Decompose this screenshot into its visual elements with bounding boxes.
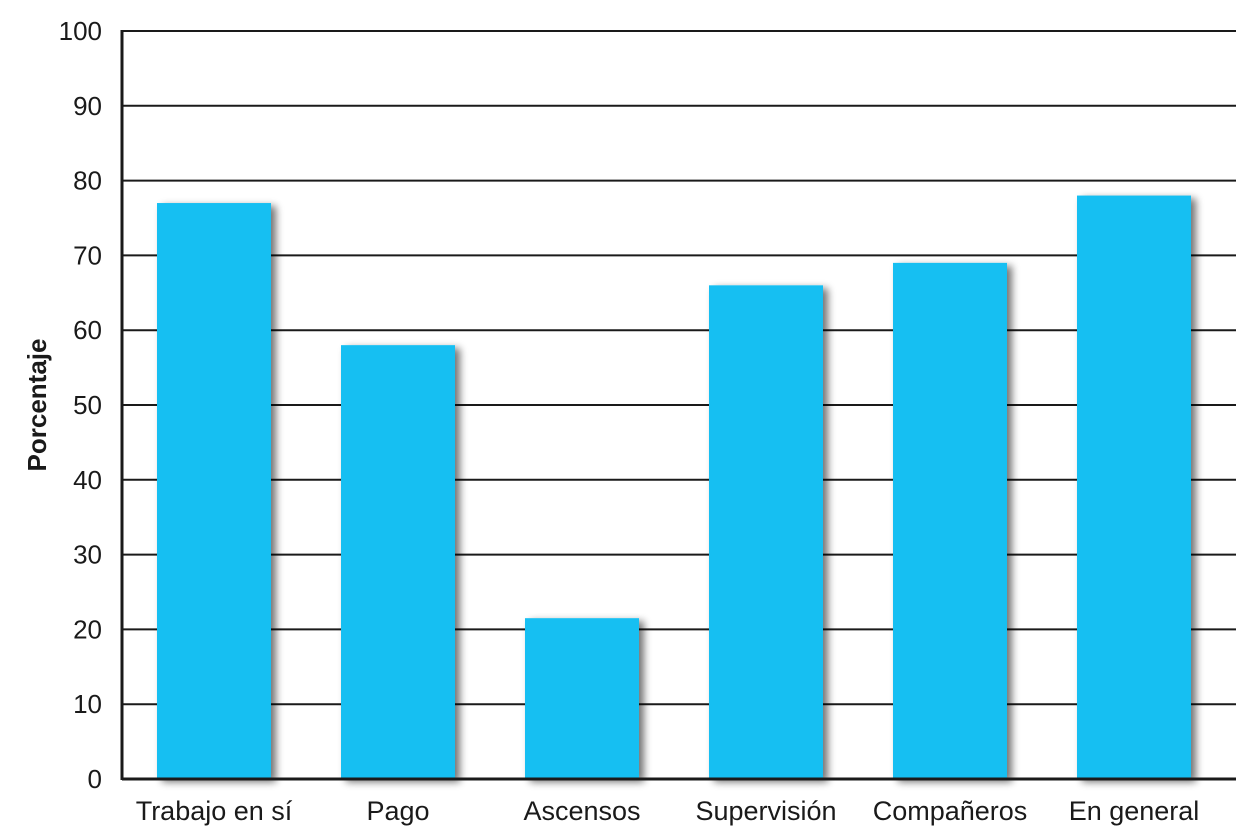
bar bbox=[341, 345, 455, 779]
y-tick-label: 70 bbox=[73, 240, 102, 270]
x-category-label: Supervisión bbox=[695, 796, 836, 826]
y-tick-label: 60 bbox=[73, 315, 102, 345]
y-tick-label: 40 bbox=[73, 465, 102, 495]
x-category-label: Trabajo en sí bbox=[136, 796, 293, 826]
x-category-label: Ascensos bbox=[523, 796, 640, 826]
bars bbox=[157, 195, 1191, 780]
gridlines bbox=[122, 30, 1236, 706]
y-tick-label: 0 bbox=[88, 764, 102, 794]
bar bbox=[893, 262, 1007, 779]
y-tick-label: 20 bbox=[73, 614, 102, 644]
bar bbox=[709, 285, 823, 779]
y-tick-label: 80 bbox=[73, 166, 102, 196]
bar bbox=[1077, 195, 1191, 779]
x-category-label: Pago bbox=[366, 796, 429, 826]
y-tick-label: 90 bbox=[73, 91, 102, 121]
y-tick-label: 100 bbox=[59, 16, 102, 46]
y-tick-label: 50 bbox=[73, 390, 102, 420]
y-tick-labels: 0 10 20 30 40 50 60 70 80 90 100 bbox=[59, 16, 102, 794]
x-category-label: En general bbox=[1069, 796, 1200, 826]
bar bbox=[157, 203, 271, 780]
y-tick-label: 30 bbox=[73, 540, 102, 570]
y-axis-title: Porcentaje bbox=[22, 339, 52, 472]
bar bbox=[525, 618, 639, 779]
y-tick-label: 10 bbox=[73, 689, 102, 719]
x-category-labels: Trabajo en sí Pago Ascensos Supervisión Comp… bbox=[136, 796, 1200, 826]
x-category-label: Compañeros bbox=[873, 796, 1028, 826]
axes bbox=[120, 30, 1236, 781]
